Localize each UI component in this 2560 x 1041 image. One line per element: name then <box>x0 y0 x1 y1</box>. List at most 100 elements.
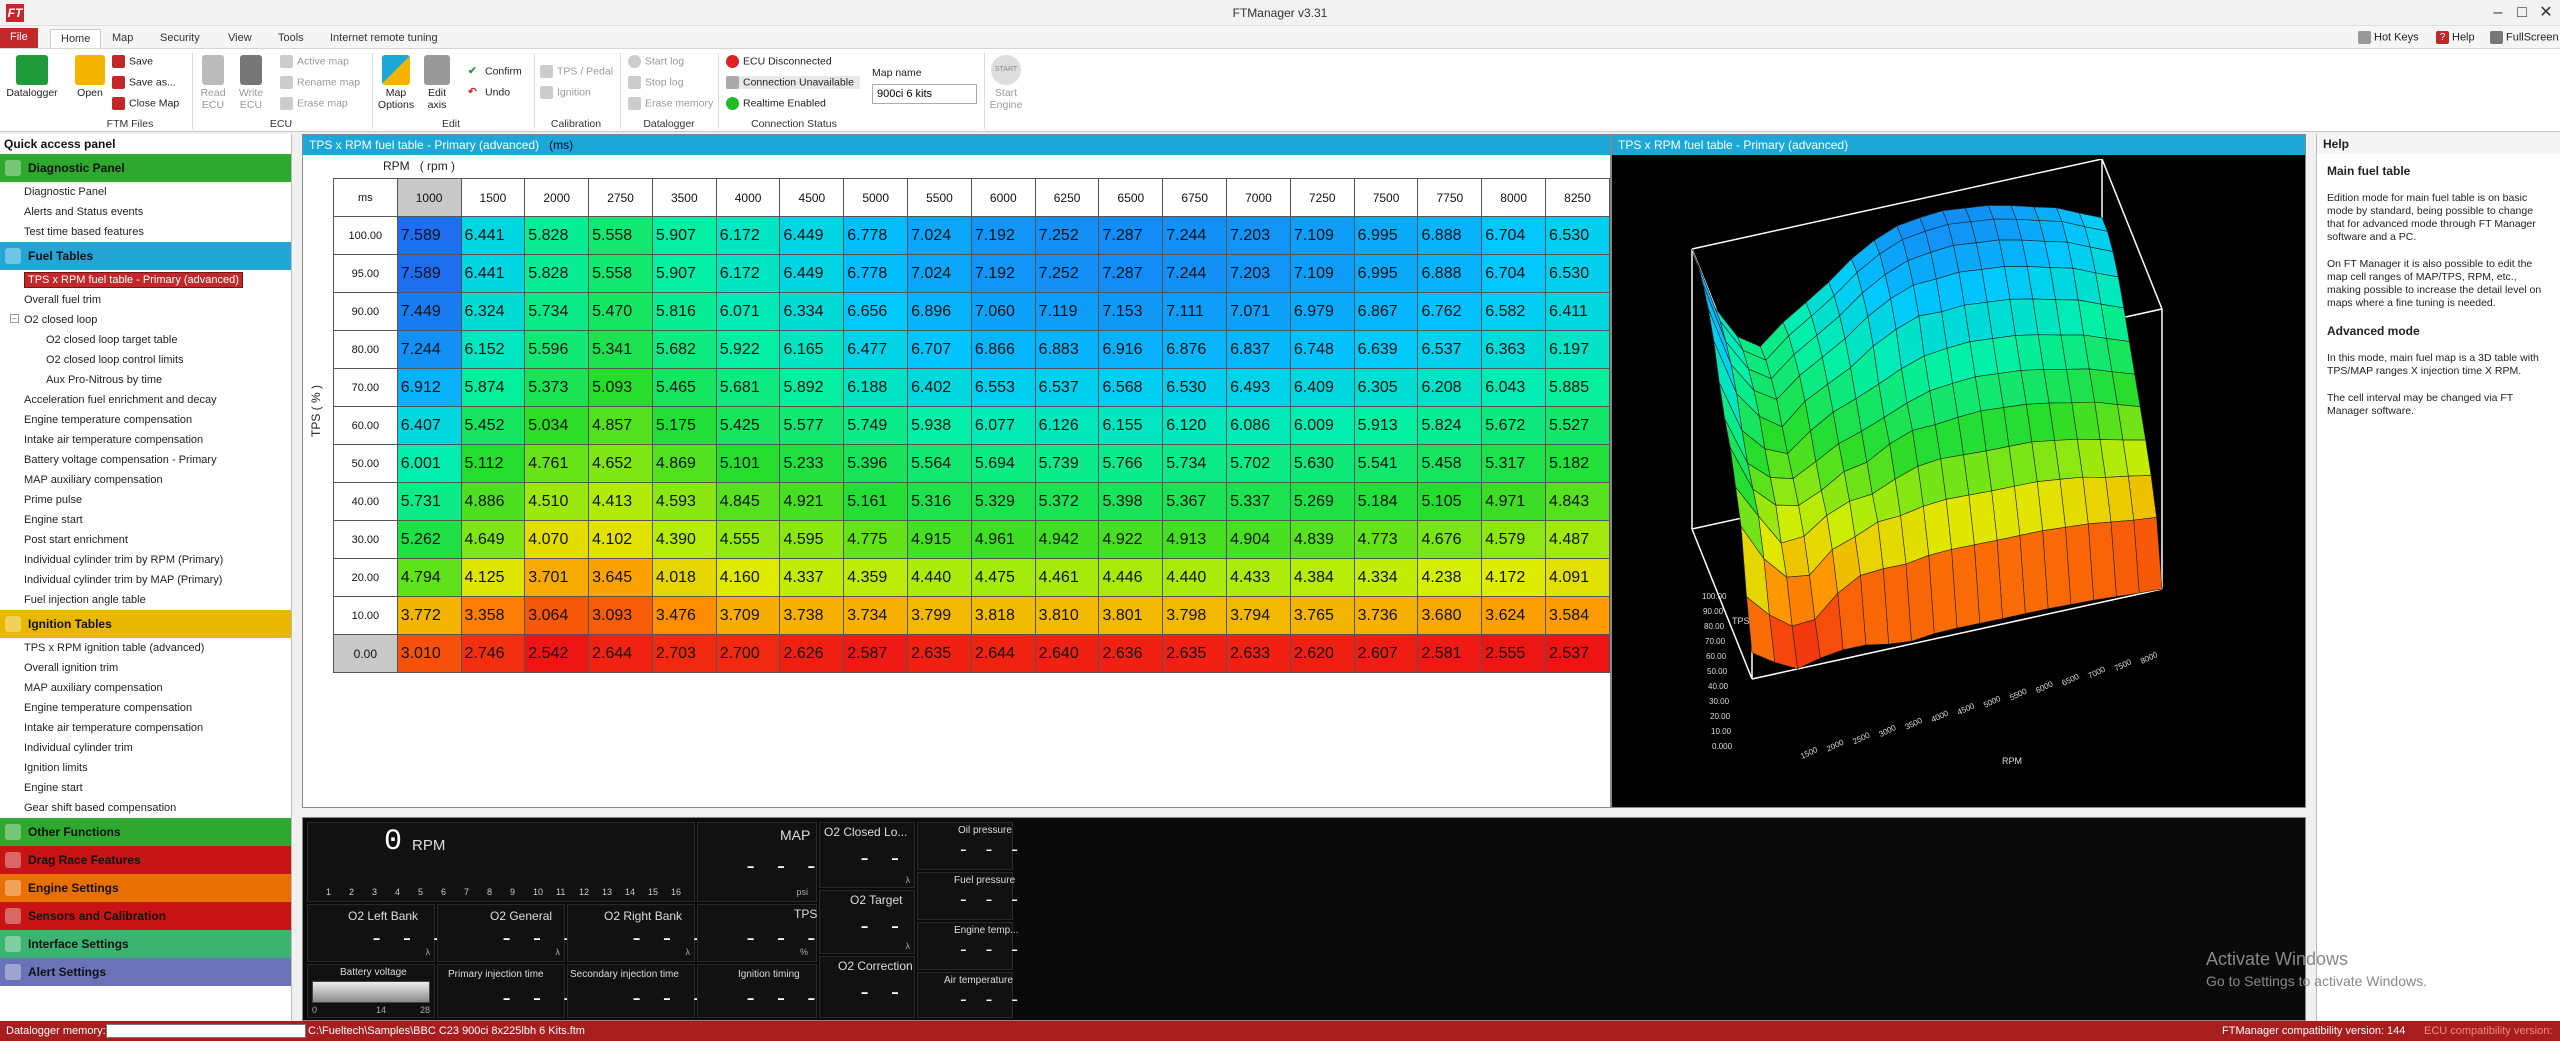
fuel-cell[interactable]: 4.579 <box>1481 520 1547 559</box>
sidebar-item-fuel-9[interactable]: Individual cylinder trim by MAP (Primary… <box>24 574 223 586</box>
fuel-cell[interactable]: 6.409 <box>1289 368 1355 407</box>
fuel-cell[interactable]: 6.568 <box>1098 368 1164 407</box>
erase-map-button[interactable]: Erase map <box>280 97 348 110</box>
save-button[interactable]: Save <box>112 55 153 68</box>
sidebar-item-o2-target[interactable]: O2 closed loop target table <box>46 334 178 346</box>
fuel-cell[interactable]: 6.407 <box>396 406 462 445</box>
fuel-cell[interactable]: 4.843 <box>1545 482 1610 521</box>
fuel-cell[interactable]: 5.337 <box>1226 482 1291 521</box>
fuel-cell[interactable]: 5.105 <box>1417 482 1483 521</box>
fuel-cell[interactable]: 2.635 <box>907 634 972 673</box>
section-sensors[interactable]: Sensors and Calibration <box>0 902 291 930</box>
fuel-cell[interactable]: 5.828 <box>524 254 590 293</box>
fuel-cell[interactable]: 7.244 <box>396 330 462 369</box>
fuel-cell[interactable]: 4.359 <box>843 558 909 597</box>
fuel-cell[interactable]: 6.582 <box>1481 292 1547 331</box>
fuel-cell[interactable]: 3.010 <box>396 634 462 673</box>
fuel-cell[interactable]: 4.461 <box>1034 558 1100 597</box>
fuel-cell[interactable]: 7.119 <box>1034 292 1100 331</box>
fuel-cell[interactable]: 4.913 <box>1162 520 1228 559</box>
rpm-column-header[interactable]: 7750 <box>1417 178 1483 217</box>
fuel-cell[interactable]: 4.922 <box>1098 520 1164 559</box>
fuel-cell[interactable]: 2.537 <box>1545 634 1610 673</box>
fuel-cell[interactable]: 6.530 <box>1162 368 1228 407</box>
fuel-cell[interactable]: 2.555 <box>1481 634 1547 673</box>
fuel-cell[interactable]: 3.680 <box>1417 596 1483 635</box>
fuel-cell[interactable]: 6.441 <box>460 254 526 293</box>
sidebar-item-ignition-5[interactable]: Individual cylinder trim <box>24 742 133 754</box>
fuel-cell[interactable]: 6.155 <box>1098 406 1164 445</box>
fuel-cell[interactable]: 6.197 <box>1545 330 1610 369</box>
fuel-cell[interactable]: 6.402 <box>907 368 972 407</box>
fuel-cell[interactable]: 5.577 <box>779 406 845 445</box>
fuel-cell[interactable]: 5.702 <box>1226 444 1291 483</box>
fuel-cell[interactable]: 5.596 <box>524 330 590 369</box>
fuel-cell[interactable]: 2.640 <box>1034 634 1100 673</box>
fuel-cell[interactable]: 7.449 <box>396 292 462 331</box>
fuel-cell[interactable]: 3.799 <box>907 596 972 635</box>
fuel-cell[interactable]: 2.644 <box>970 634 1036 673</box>
fuel-cell[interactable]: 6.165 <box>779 330 845 369</box>
fuel-cell[interactable]: 5.329 <box>970 482 1036 521</box>
tps-row-header[interactable]: 100.00 <box>333 216 398 255</box>
close-button[interactable]: ✕ <box>2539 4 2553 21</box>
rpm-column-header[interactable]: 3500 <box>651 178 717 217</box>
fuel-cell[interactable]: 6.071 <box>715 292 781 331</box>
fuel-cell[interactable]: 5.465 <box>651 368 717 407</box>
fuel-cell[interactable]: 5.907 <box>651 216 717 255</box>
fuel-cell[interactable]: 4.091 <box>1545 558 1610 597</box>
sidebar-item-diagnostic-panel[interactable]: Diagnostic Panel <box>24 186 107 198</box>
fuel-cell[interactable]: 2.626 <box>779 634 845 673</box>
fuel-cell[interactable]: 6.553 <box>970 368 1036 407</box>
fuel-cell[interactable]: 5.093 <box>588 368 653 407</box>
fuel-cell[interactable]: 3.765 <box>1289 596 1355 635</box>
fuel-cell[interactable]: 2.644 <box>588 634 653 673</box>
fuel-cell[interactable]: 4.595 <box>779 520 845 559</box>
fuel-cell[interactable]: 4.773 <box>1353 520 1419 559</box>
fuel-cell[interactable]: 5.672 <box>1481 406 1547 445</box>
rpm-column-header[interactable]: 1000 <box>396 178 462 217</box>
fuel-cell[interactable]: 4.172 <box>1481 558 1547 597</box>
fuel-cell[interactable]: 5.541 <box>1353 444 1419 483</box>
fuel-cell[interactable]: 6.009 <box>1289 406 1355 445</box>
rpm-column-header[interactable]: 8250 <box>1545 178 1610 217</box>
save-as-button[interactable]: Save as... <box>112 76 176 89</box>
sidebar-item-ignition-1[interactable]: Overall ignition trim <box>24 662 119 674</box>
sidebar-item-ignition-2[interactable]: MAP auxiliary compensation <box>24 682 163 694</box>
fuel-cell[interactable]: 4.942 <box>1034 520 1100 559</box>
section-fuel-tables[interactable]: Fuel Tables <box>0 242 291 270</box>
fuel-cell[interactable]: 6.866 <box>970 330 1036 369</box>
sidebar-item-test-time[interactable]: Test time based features <box>24 226 144 238</box>
sidebar-item-ignition-7[interactable]: Engine start <box>24 782 83 794</box>
fuel-cell[interactable]: 5.731 <box>396 482 462 521</box>
fuel-cell[interactable]: 4.915 <box>907 520 972 559</box>
active-map-button[interactable]: Active map <box>280 55 349 68</box>
tab-home[interactable]: Home <box>50 29 102 48</box>
fuel-cell[interactable]: 4.555 <box>715 520 781 559</box>
fuel-cell[interactable]: 7.071 <box>1226 292 1291 331</box>
sidebar-item-fuel-10[interactable]: Fuel injection angle table <box>24 594 146 606</box>
rpm-column-header[interactable]: 6250 <box>1034 178 1100 217</box>
fuel-cell[interactable]: 5.396 <box>843 444 909 483</box>
fuel-cell[interactable]: 6.867 <box>1353 292 1419 331</box>
datalogger-button[interactable]: Datalogger <box>4 55 60 99</box>
fuel-cell[interactable]: 4.869 <box>651 444 717 483</box>
fuel-cell[interactable]: 2.635 <box>1162 634 1228 673</box>
fuel-cell[interactable]: 2.633 <box>1226 634 1291 673</box>
fuel-cell[interactable]: 6.077 <box>970 406 1036 445</box>
section-other-functions[interactable]: Other Functions <box>0 818 291 846</box>
erase-memory-button[interactable]: Erase memory <box>628 97 713 110</box>
fuel-cell[interactable]: 6.707 <box>907 330 972 369</box>
fuel-cell[interactable]: 5.034 <box>524 406 590 445</box>
fuel-cell[interactable]: 6.530 <box>1545 254 1610 293</box>
tps-row-header[interactable]: 70.00 <box>333 368 398 407</box>
rpm-column-header[interactable]: 2000 <box>524 178 590 217</box>
rpm-column-header[interactable]: 5000 <box>843 178 909 217</box>
fuel-cell[interactable]: 3.734 <box>843 596 909 635</box>
fuel-cell[interactable]: 6.172 <box>715 216 781 255</box>
fuel-cell[interactable]: 5.885 <box>1545 368 1610 407</box>
rpm-column-header[interactable]: 4000 <box>715 178 781 217</box>
fuel-cell[interactable]: 7.203 <box>1226 216 1291 255</box>
sidebar-item-ignition-8[interactable]: Gear shift based compensation <box>24 802 177 814</box>
fuel-cell[interactable]: 5.828 <box>524 216 590 255</box>
